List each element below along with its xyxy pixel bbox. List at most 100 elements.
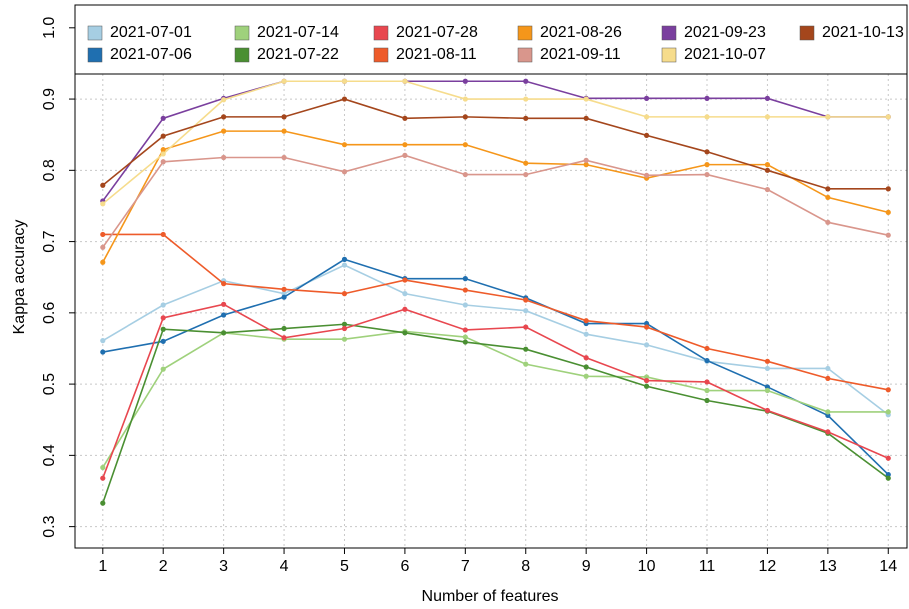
legend-swatch — [373, 47, 389, 63]
data-point — [764, 365, 771, 372]
data-point — [825, 219, 831, 225]
legend-swatch — [517, 25, 533, 41]
legend-swatch — [234, 25, 250, 41]
legend-label: 2021-08-26 — [540, 24, 622, 41]
data-point — [281, 294, 287, 300]
x-tick-label: 9 — [582, 558, 591, 575]
data-point — [462, 327, 468, 333]
data-point — [825, 409, 831, 415]
x-tick-label: 14 — [879, 558, 897, 575]
data-point — [704, 357, 710, 364]
data-point — [160, 133, 166, 139]
series-line — [102, 258, 889, 476]
data-point — [643, 95, 650, 101]
legend-swatch — [517, 47, 533, 63]
legend-label: 2021-07-01 — [110, 24, 192, 41]
data-point — [462, 114, 468, 120]
data-point — [583, 373, 589, 379]
data-point — [885, 114, 891, 120]
series-line — [102, 98, 889, 190]
data-point — [885, 472, 891, 478]
data-point — [583, 331, 589, 337]
data-point — [885, 209, 891, 215]
data-point — [523, 346, 529, 352]
x-tick-label: 5 — [340, 558, 349, 575]
data-point — [885, 387, 891, 393]
series-line — [102, 80, 889, 205]
y-tick-label: 0.5 — [41, 373, 58, 395]
y-tick-label: 0.4 — [41, 444, 58, 466]
data-point — [523, 324, 529, 330]
y-tick-label: 0.6 — [41, 302, 58, 324]
plot-frame — [74, 4, 908, 549]
data-point — [764, 384, 771, 390]
x-axis-label: Number of features — [422, 588, 559, 605]
data-point — [583, 162, 589, 168]
data-point — [825, 194, 831, 201]
series-line — [102, 154, 889, 248]
data-point — [583, 318, 589, 324]
data-point — [825, 186, 831, 192]
x-tick-label: 4 — [280, 558, 289, 575]
legend-label: 2021-09-23 — [684, 24, 766, 41]
series-line — [102, 233, 889, 391]
data-point — [523, 115, 529, 121]
data-point — [281, 128, 287, 134]
data-point — [764, 358, 771, 364]
data-point — [100, 338, 106, 344]
data-point — [402, 142, 408, 148]
data-point — [221, 154, 227, 161]
data-point — [825, 412, 831, 419]
data-point — [281, 78, 287, 84]
legend-label: 2021-07-06 — [110, 46, 192, 63]
data-point — [462, 78, 468, 84]
series-line — [102, 303, 889, 479]
data-point — [100, 500, 106, 506]
data-point — [221, 128, 227, 134]
data-point — [583, 115, 589, 121]
data-point — [764, 186, 771, 193]
data-point — [221, 281, 227, 287]
data-point — [643, 132, 650, 139]
data-point — [402, 306, 408, 312]
data-point — [341, 336, 348, 342]
data-point — [704, 95, 710, 101]
data-point — [643, 342, 650, 348]
legend-label: 2021-07-22 — [257, 46, 339, 63]
x-tick-label: 11 — [699, 558, 716, 575]
data-point — [643, 377, 650, 384]
data-point — [341, 78, 348, 84]
legend-swatch — [661, 25, 677, 41]
data-point — [764, 114, 771, 120]
y-tick-label: 0.9 — [41, 88, 58, 110]
data-point — [764, 387, 771, 394]
data-point — [281, 291, 287, 297]
data-point — [885, 409, 891, 415]
data-point — [523, 96, 529, 102]
data-point — [462, 287, 468, 293]
data-point — [704, 114, 710, 120]
data-point — [825, 114, 831, 120]
data-point — [885, 475, 891, 481]
data-point — [462, 171, 468, 178]
x-tick-label: 3 — [219, 558, 228, 575]
data-point — [221, 301, 227, 307]
data-point — [704, 171, 710, 178]
data-point — [704, 379, 710, 385]
data-point — [341, 262, 348, 268]
data-point — [462, 276, 468, 282]
data-point — [643, 324, 650, 330]
data-point — [100, 244, 106, 250]
series-line — [102, 330, 889, 468]
data-point — [281, 335, 287, 341]
data-point — [160, 315, 166, 321]
y-tick-label: 0.3 — [41, 515, 58, 537]
data-point — [583, 96, 589, 102]
data-point — [160, 147, 166, 153]
data-point — [402, 78, 408, 84]
data-point — [643, 320, 650, 327]
data-point — [704, 387, 710, 394]
y-tick-label: 0.8 — [41, 159, 58, 181]
x-tick-label: 7 — [461, 558, 470, 575]
data-point — [523, 308, 529, 314]
